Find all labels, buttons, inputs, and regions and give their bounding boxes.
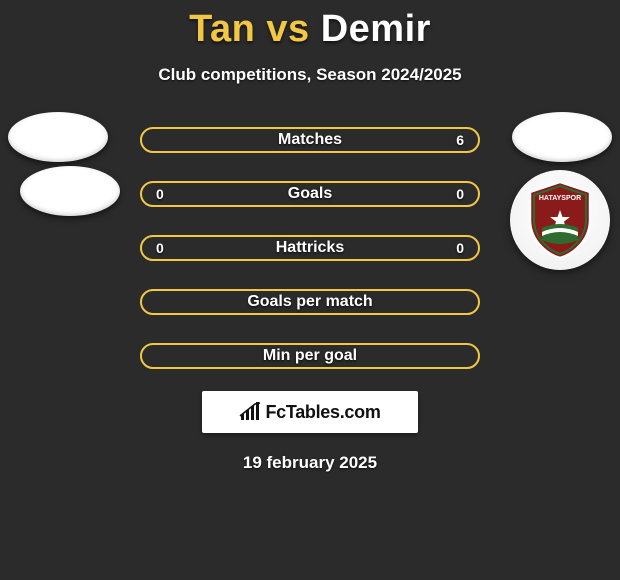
player2-name: Demir (321, 8, 431, 50)
player2-avatar-placeholder (512, 112, 612, 162)
stat-row-goals: 0 Goals 0 (140, 181, 480, 207)
brand-footer[interactable]: FcTables.com (202, 391, 418, 433)
stat-label: Matches (278, 131, 342, 149)
bar-chart-icon (239, 402, 263, 422)
stat-label: Goals (288, 185, 332, 203)
stat-label: Goals per match (247, 293, 372, 311)
stat-right-value: 0 (456, 240, 464, 256)
player1-avatar-placeholder (8, 112, 108, 162)
club-shield-icon: HATAYSPOR (524, 180, 596, 260)
player1-club-placeholder (20, 166, 120, 216)
player2-club-badge: HATAYSPOR (510, 170, 610, 270)
stat-label: Hattricks (276, 239, 344, 257)
stat-left-value: 0 (156, 186, 164, 202)
stat-right-value: 0 (456, 186, 464, 202)
player1-name: Tan (189, 8, 255, 50)
stat-right-value: 6 (456, 132, 464, 148)
brand-label: FcTables.com (265, 402, 380, 423)
stat-row-min-per-goal: Min per goal (140, 343, 480, 369)
comparison-title: Tan vs Demir (0, 0, 620, 51)
date-text: 19 february 2025 (0, 453, 620, 473)
stat-left-value: 0 (156, 240, 164, 256)
subtitle-text: Club competitions, Season 2024/2025 (0, 65, 620, 85)
stat-row-hattricks: 0 Hattricks 0 (140, 235, 480, 261)
stat-row-matches: Matches 6 (140, 127, 480, 153)
stat-row-goals-per-match: Goals per match (140, 289, 480, 315)
stat-label: Min per goal (263, 347, 357, 365)
vs-separator: vs (266, 8, 309, 50)
svg-text:HATAYSPOR: HATAYSPOR (539, 195, 581, 202)
